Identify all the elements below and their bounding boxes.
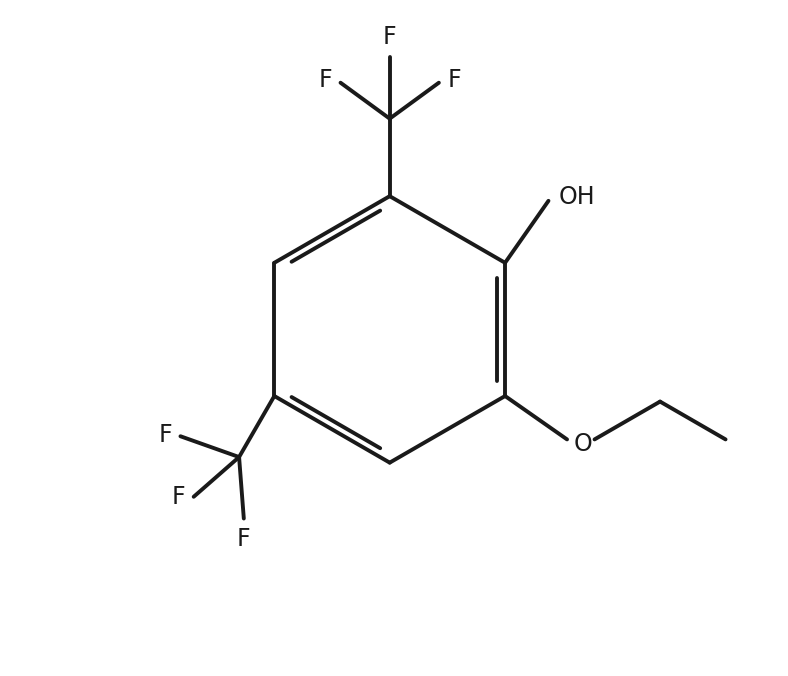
- Text: F: F: [383, 24, 396, 49]
- Text: OH: OH: [559, 185, 596, 208]
- Text: F: F: [318, 68, 332, 92]
- Text: F: F: [448, 68, 461, 92]
- Text: F: F: [237, 527, 251, 551]
- Text: F: F: [158, 422, 172, 447]
- Text: O: O: [574, 432, 593, 456]
- Text: F: F: [172, 485, 185, 509]
